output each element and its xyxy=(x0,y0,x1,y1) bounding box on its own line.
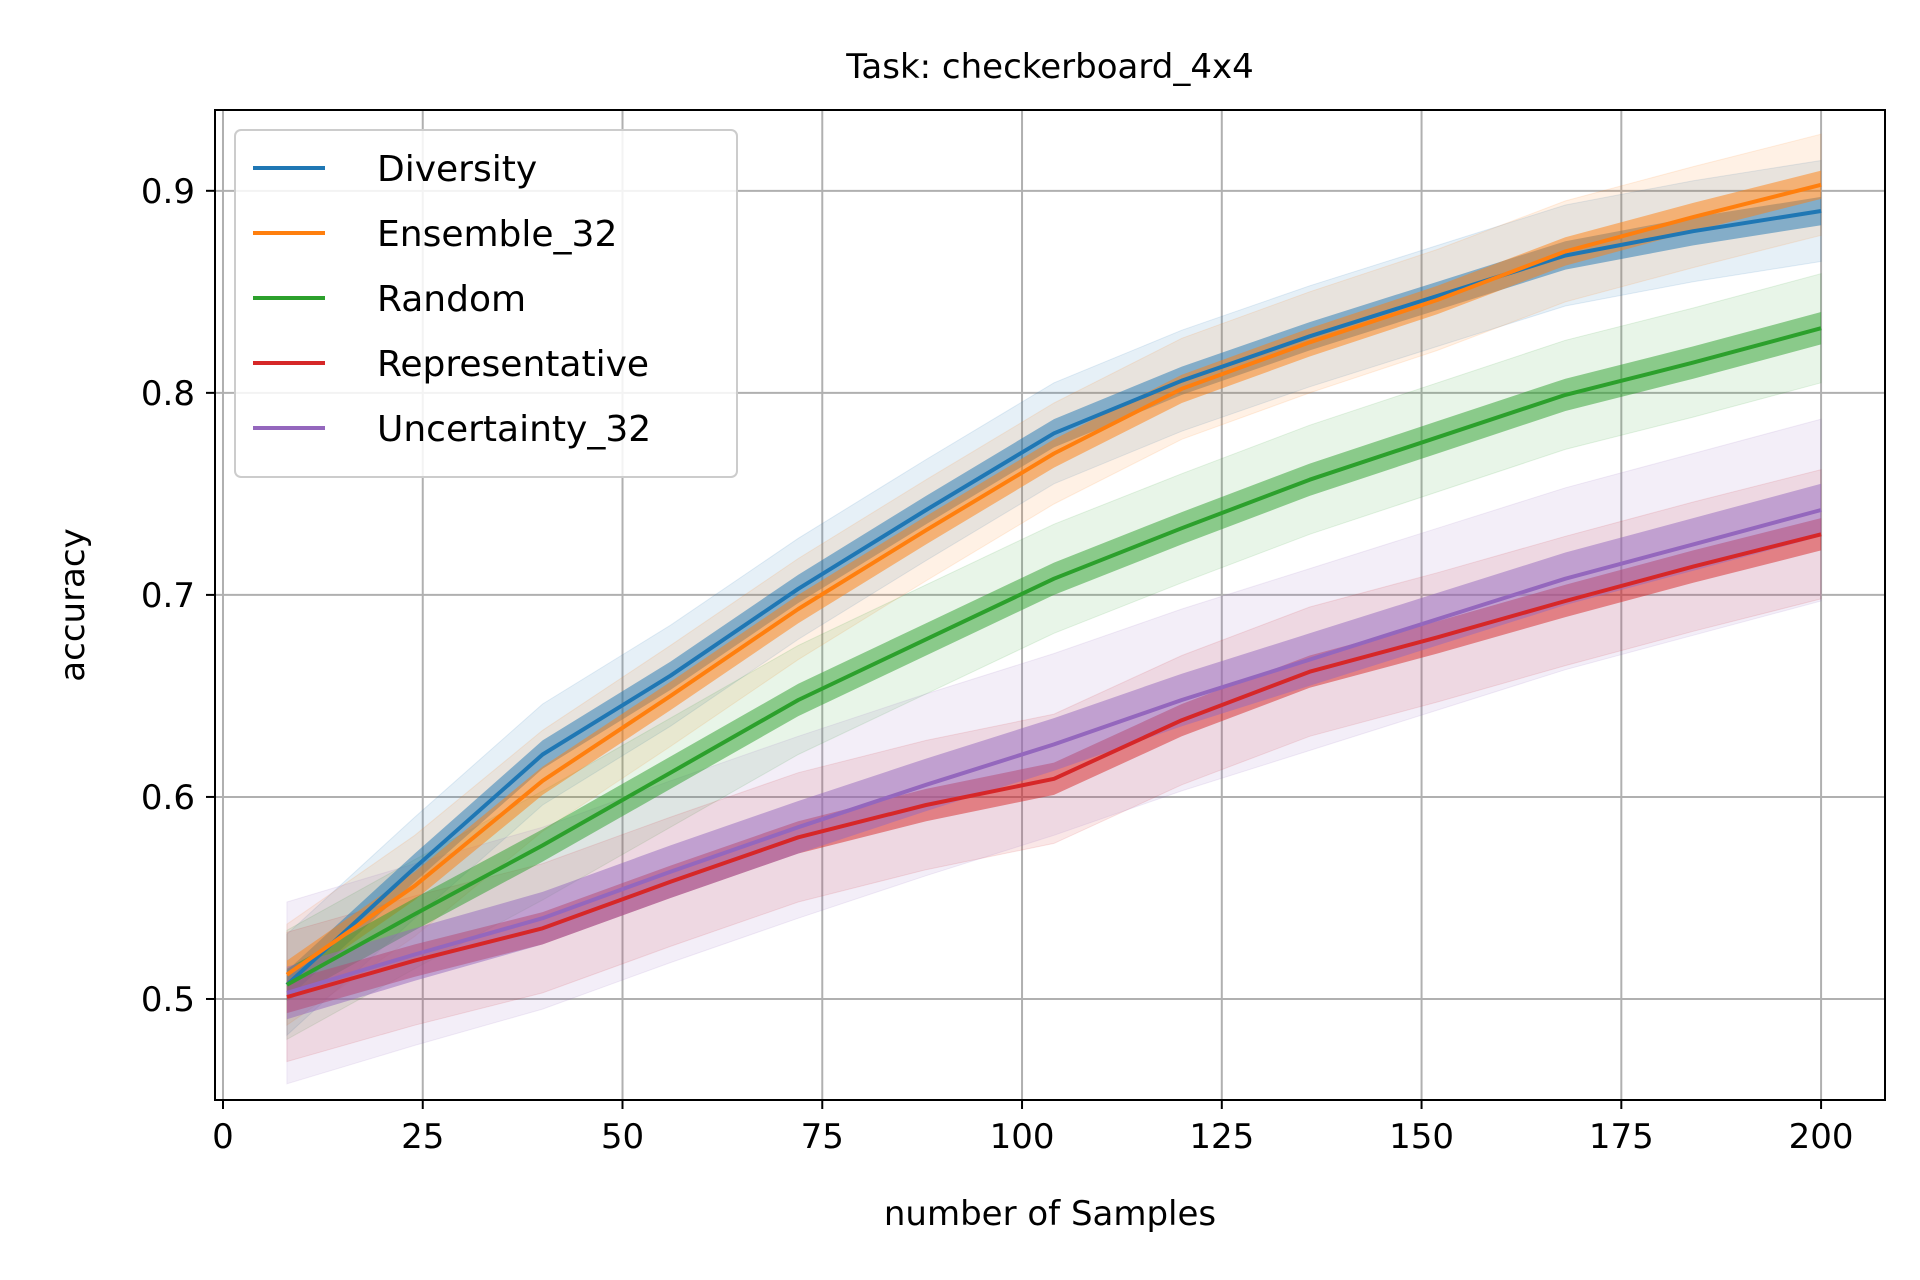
axis-ticks: 0 25 50 75 100 125 150 175 200 0.5 0.6 0.7 0.8 0.9 xyxy=(141,172,1854,1157)
legend-label-diversity: Diversity xyxy=(377,149,537,190)
legend-box xyxy=(234,129,738,478)
y-tick-label: 0.6 xyxy=(141,778,195,818)
x-tick-label: 25 xyxy=(401,1117,444,1157)
line-representative xyxy=(286,532,1822,999)
x-tick-label: 125 xyxy=(1189,1117,1254,1157)
legend-label-representative: Representative xyxy=(377,344,649,385)
y-axis-label: accuracy xyxy=(53,528,93,681)
x-tick-label: 75 xyxy=(801,1117,844,1157)
legend-label-random: Random xyxy=(377,279,526,320)
x-tick-label: 0 xyxy=(212,1117,234,1157)
legend-label-uncertainty-32: Uncertainty_32 xyxy=(377,409,651,450)
inner-band-random xyxy=(286,312,1822,1001)
legend-label-ensemble-32: Ensemble_32 xyxy=(377,214,617,255)
plot-frame xyxy=(214,109,1886,1101)
chart-title: Task: checkerboard_4x4 xyxy=(845,47,1253,87)
line-uncertainty-32 xyxy=(286,508,1822,995)
y-tick-label: 0.5 xyxy=(141,980,195,1020)
y-tick-label: 0.9 xyxy=(141,172,195,212)
line-random xyxy=(285,326,1822,987)
x-tick-label: 50 xyxy=(601,1117,644,1157)
y-tick-label: 0.8 xyxy=(141,374,195,414)
x-axis-label: number of Samples xyxy=(884,1194,1216,1234)
series-lines xyxy=(285,182,1822,999)
x-tick-label: 175 xyxy=(1589,1117,1654,1157)
x-tick-label: 150 xyxy=(1389,1117,1454,1157)
line-ensemble-32 xyxy=(285,182,1822,977)
legend: Diversity Ensemble_32 Random Representative… xyxy=(234,129,738,478)
line-diversity xyxy=(285,209,1822,987)
x-tick-label: 100 xyxy=(990,1117,1055,1157)
outer-band-random xyxy=(286,273,1822,1041)
x-tick-label: 200 xyxy=(1789,1117,1854,1157)
y-tick-label: 0.7 xyxy=(141,576,195,616)
